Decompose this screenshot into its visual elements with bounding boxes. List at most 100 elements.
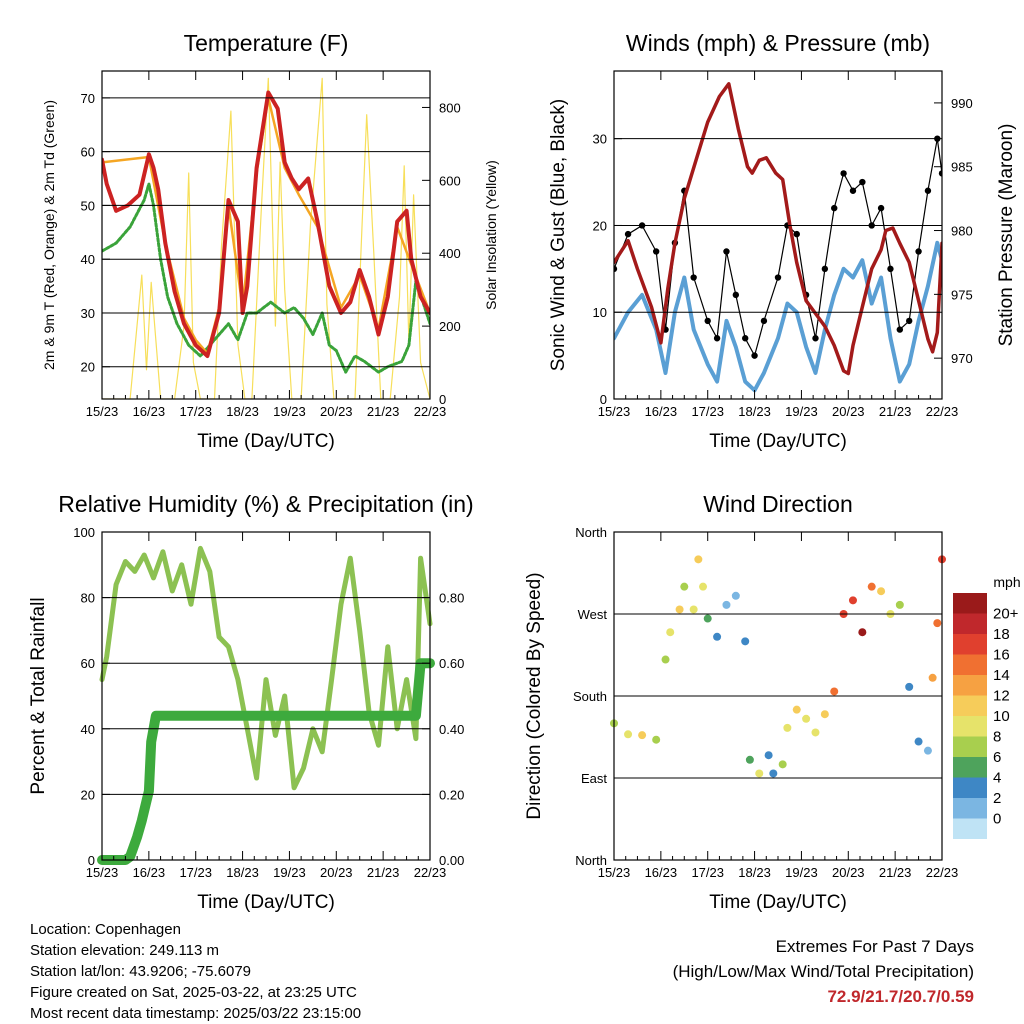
y2-tick-label: 600 bbox=[439, 173, 461, 188]
y-tick-label: 60 bbox=[81, 145, 95, 160]
colorbar-swatch bbox=[953, 654, 987, 675]
x-axis-label: Time (Day/UTC) bbox=[709, 431, 847, 452]
direction-point bbox=[923, 746, 932, 755]
y2-tick-label: 0.60 bbox=[439, 656, 464, 671]
x-tick-label: 19/23 bbox=[273, 404, 306, 419]
direction-point bbox=[689, 605, 698, 614]
colorbar-swatch bbox=[953, 716, 987, 737]
chart-panel-4: Wind Direction 15/23 16/23 17/23 18/23 19/23 2… bbox=[524, 491, 1021, 913]
y2-tick-label: 0.40 bbox=[439, 722, 464, 737]
colorbar-label: 10 bbox=[993, 708, 1010, 725]
y2-tick-label: 0 bbox=[439, 392, 446, 407]
extremes-subtitle: (High/Low/Max Wind/Total Precipitation) bbox=[672, 962, 974, 981]
series-line-2m-t bbox=[102, 90, 430, 358]
x-tick-label: 17/23 bbox=[179, 404, 212, 419]
x-tick-label: 22/23 bbox=[414, 865, 447, 880]
colorbar-swatch bbox=[953, 695, 987, 716]
direction-point bbox=[933, 619, 942, 628]
extremes-title: Extremes For Past 7 Days bbox=[775, 937, 974, 956]
direction-point bbox=[811, 728, 820, 737]
y-tick-label: South bbox=[573, 689, 607, 704]
x-tick-label: 16/23 bbox=[645, 865, 678, 880]
x-tick-label: 18/23 bbox=[226, 865, 259, 880]
x-tick-label: 17/23 bbox=[691, 865, 724, 880]
direction-point bbox=[722, 600, 731, 609]
colorbar-label: 2 bbox=[993, 790, 1001, 807]
y2-axis-label: Solar Insolation (Yellow) bbox=[483, 160, 499, 310]
direction-point bbox=[699, 582, 708, 591]
direction-point bbox=[928, 673, 937, 682]
y-axis-label: 2m & 9m T (Red, Orange) & 2m Td (Green) bbox=[41, 100, 57, 370]
colorbar-label: 8 bbox=[993, 729, 1001, 746]
colorbar-swatch bbox=[953, 675, 987, 696]
direction-point bbox=[675, 605, 684, 614]
y-tick-label: North bbox=[575, 525, 607, 540]
x-tick-label: 15/23 bbox=[598, 404, 631, 419]
y-tick-label: 70 bbox=[81, 91, 95, 106]
colorbar-label: 16 bbox=[993, 647, 1010, 664]
x-tick-label: 20/23 bbox=[832, 404, 865, 419]
direction-point bbox=[867, 582, 876, 591]
colorbar-swatch bbox=[953, 798, 987, 819]
x-tick-label: 16/23 bbox=[645, 404, 678, 419]
y-tick-label: 40 bbox=[81, 252, 95, 267]
x-tick-label: 21/23 bbox=[879, 404, 912, 419]
direction-point bbox=[741, 637, 750, 646]
colorbar-label: 12 bbox=[993, 688, 1010, 705]
colorbar-label: 14 bbox=[993, 667, 1010, 684]
direction-point bbox=[820, 710, 829, 719]
elevation-text: Station elevation: 249.113 m bbox=[30, 942, 220, 959]
y-axis-label: Sonic Wind & Gust (Blue, Black) bbox=[548, 99, 569, 371]
colorbar-title: mph bbox=[993, 574, 1020, 590]
y2-tick-label: 200 bbox=[439, 319, 461, 334]
y-axis-label: Direction (Colored By Speed) bbox=[524, 572, 545, 819]
direction-point bbox=[858, 628, 867, 637]
y-tick-label: East bbox=[581, 771, 607, 786]
direction-point bbox=[802, 714, 811, 723]
x-tick-label: 21/23 bbox=[879, 865, 912, 880]
colorbar-swatch bbox=[953, 777, 987, 798]
y-axis-label: Percent & Total Rainfall bbox=[28, 597, 49, 794]
x-axis-label: Time (Day/UTC) bbox=[709, 892, 847, 913]
direction-point bbox=[703, 614, 712, 623]
x-tick-label: 22/23 bbox=[926, 404, 959, 419]
x-tick-label: 17/23 bbox=[179, 865, 212, 880]
x-tick-label: 21/23 bbox=[367, 865, 400, 880]
series-group bbox=[614, 82, 942, 393]
y2-tick-label: 975 bbox=[951, 287, 973, 302]
direction-point bbox=[778, 760, 787, 769]
precip-line bbox=[97, 658, 435, 865]
direction-point bbox=[895, 600, 904, 609]
x-axis-label: Time (Day/UTC) bbox=[197, 431, 335, 452]
y2-axis-label: Station Pressure (Maroon) bbox=[996, 124, 1017, 347]
direction-point bbox=[877, 587, 886, 596]
y2-tick-label: 0.80 bbox=[439, 591, 464, 606]
y2-tick-label: 400 bbox=[439, 246, 461, 261]
chart-title: Winds (mph) & Pressure (mb) bbox=[626, 30, 930, 56]
y-tick-label: 20 bbox=[81, 787, 95, 802]
x-tick-label: 19/23 bbox=[273, 865, 306, 880]
x-tick-label: 19/23 bbox=[785, 404, 818, 419]
direction-point bbox=[666, 628, 675, 637]
extremes-box: Extremes For Past 7 Days (High/Low/Max W… bbox=[673, 934, 974, 1009]
colorbar-swatch bbox=[953, 613, 987, 634]
y-tick-label: 40 bbox=[81, 722, 95, 737]
y2-tick-label: 970 bbox=[951, 351, 973, 366]
y2-tick-label: 0.00 bbox=[439, 853, 464, 868]
x-axis-label: Time (Day/UTC) bbox=[197, 892, 335, 913]
series-group bbox=[102, 77, 430, 399]
direction-point bbox=[755, 769, 764, 778]
colorbar-swatch bbox=[953, 593, 987, 614]
series-line-solar-insolation bbox=[102, 77, 430, 399]
y2-tick-label: 990 bbox=[951, 96, 973, 111]
extremes-values: 72.9/21.7/20.7/0.59 bbox=[827, 987, 974, 1006]
latlon-text: Station lat/lon: 43.9206; -75.6079 bbox=[30, 963, 252, 980]
direction-point bbox=[792, 705, 801, 714]
x-tick-label: 16/23 bbox=[133, 865, 166, 880]
y-tick-label: 50 bbox=[81, 198, 95, 213]
x-tick-label: 18/23 bbox=[738, 404, 771, 419]
colorbar: mph 20+ 18 16 14 12 10 8 6 4 2 0 bbox=[953, 574, 1021, 839]
x-tick-label: 15/23 bbox=[86, 865, 119, 880]
x-tick-label: 15/23 bbox=[86, 404, 119, 419]
direction-point bbox=[914, 737, 923, 746]
